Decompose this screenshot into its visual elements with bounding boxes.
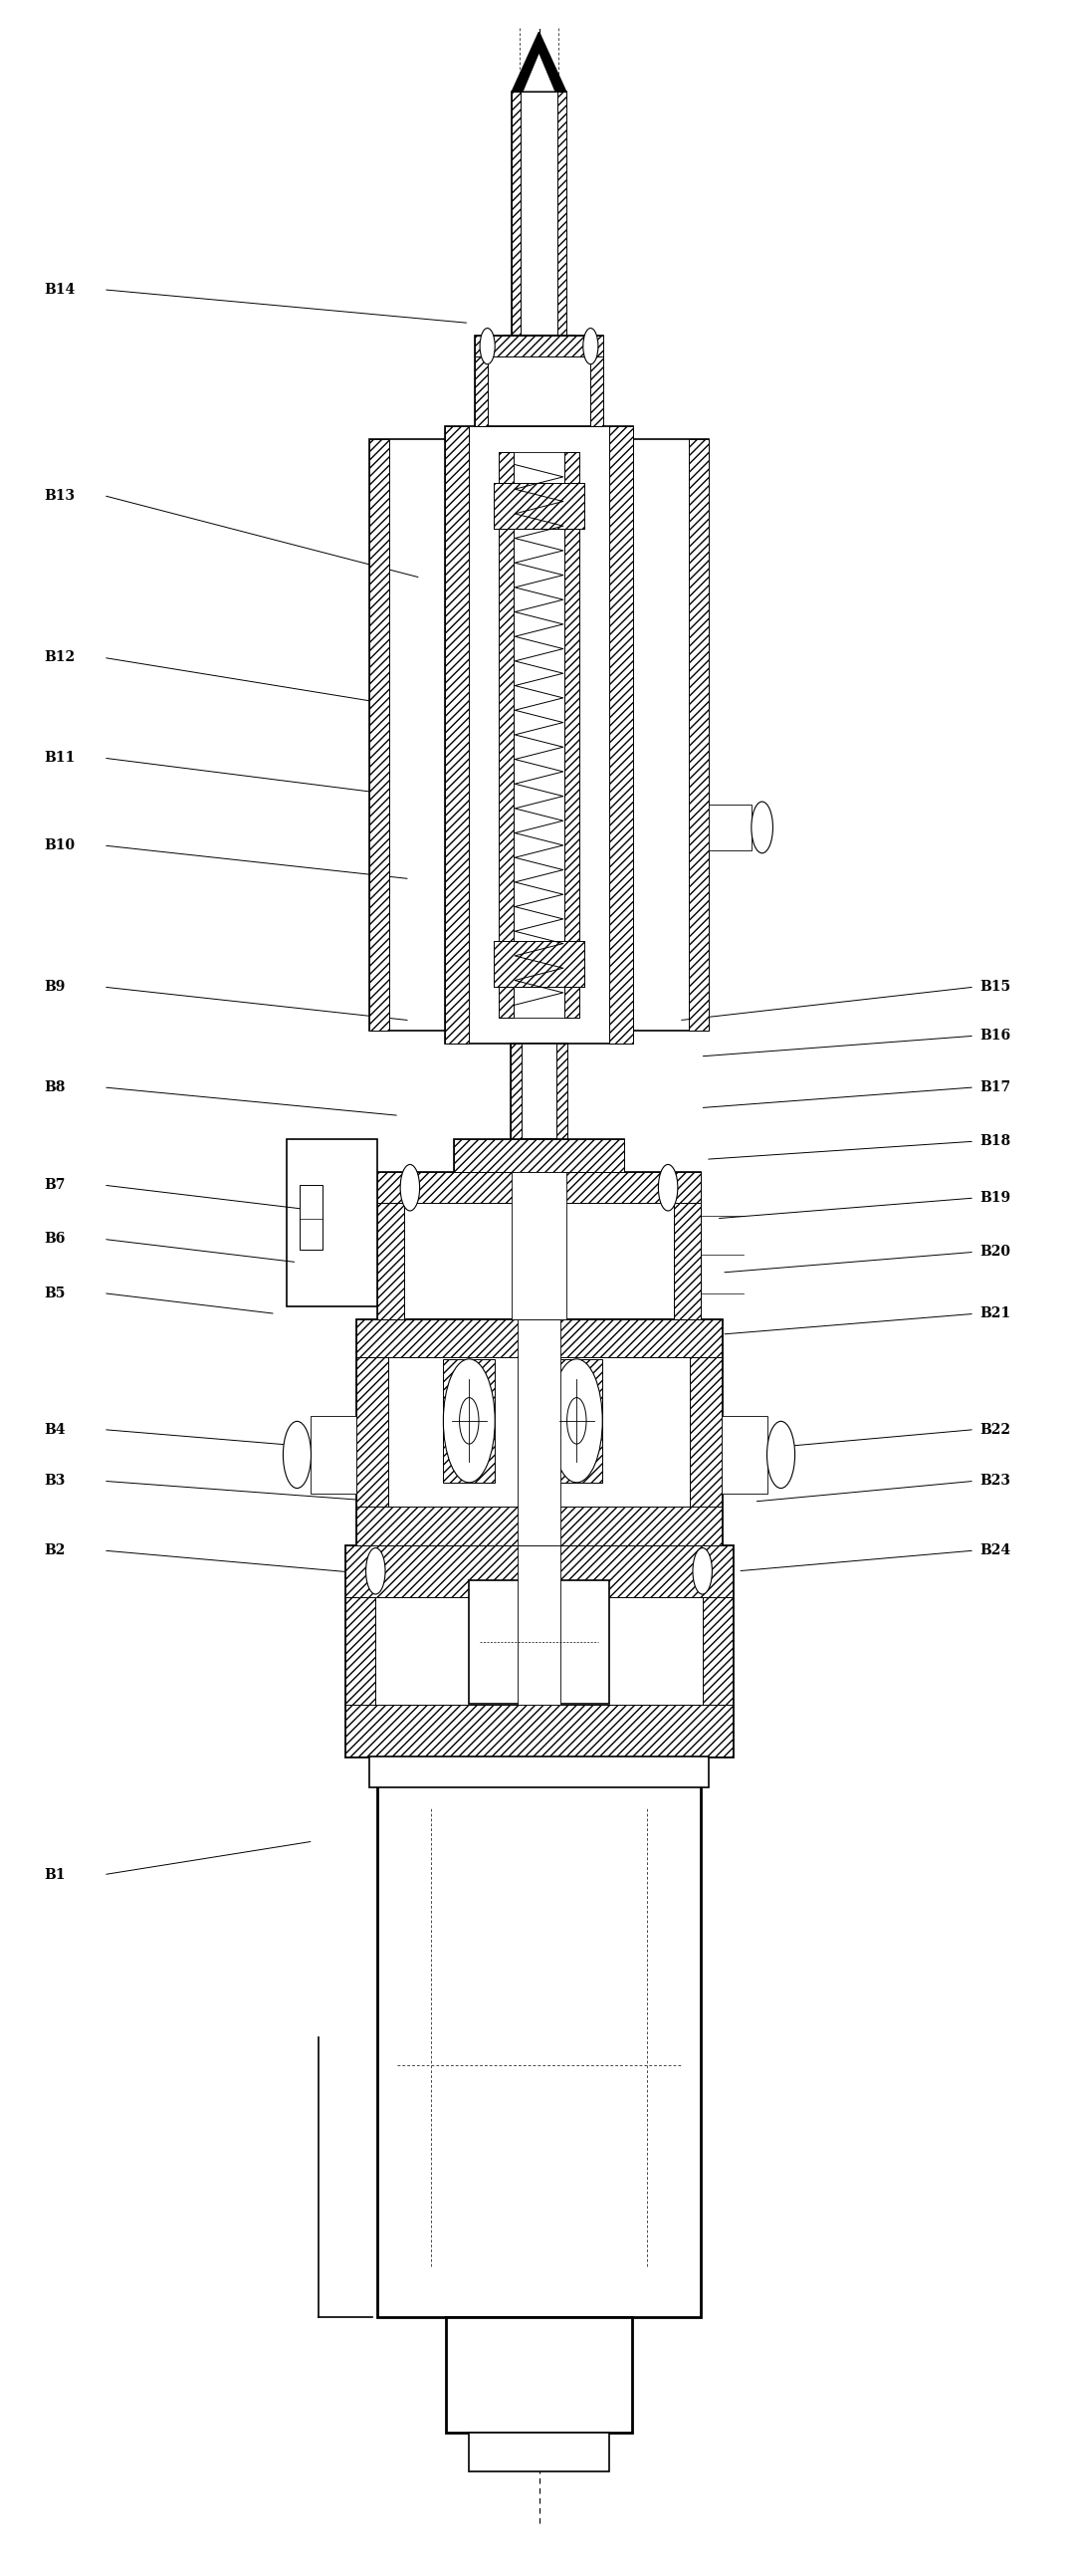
Polygon shape [443, 1360, 495, 1484]
Bar [369, 1757, 709, 1788]
Polygon shape [567, 335, 575, 366]
Bar [708, 804, 751, 850]
Text: B20: B20 [980, 1244, 1011, 1260]
Polygon shape [703, 1566, 733, 1736]
Polygon shape [454, 1139, 624, 1172]
Bar [356, 1319, 722, 1546]
Text: B1: B1 [44, 1868, 66, 1880]
Circle shape [443, 1360, 495, 1484]
Bar [494, 940, 584, 987]
Text: B3: B3 [44, 1473, 66, 1489]
Text: B12: B12 [44, 652, 75, 665]
Polygon shape [445, 425, 469, 1043]
Text: B15: B15 [980, 979, 1011, 994]
Bar [377, 1172, 701, 1319]
Circle shape [400, 1164, 419, 1211]
Bar [345, 1546, 733, 1757]
Polygon shape [494, 940, 584, 987]
Circle shape [751, 801, 773, 853]
Polygon shape [674, 1172, 701, 1319]
Circle shape [551, 1360, 603, 1484]
Text: B8: B8 [44, 1079, 66, 1095]
Text: B22: B22 [980, 1422, 1011, 1437]
Text: B2: B2 [44, 1543, 66, 1558]
Bar [499, 451, 579, 1018]
Text: B21: B21 [980, 1306, 1011, 1321]
Polygon shape [345, 1566, 375, 1736]
Bar [469, 2434, 609, 2473]
Bar [494, 482, 584, 528]
Polygon shape [564, 451, 579, 1018]
Polygon shape [512, 90, 521, 335]
Polygon shape [370, 438, 389, 1030]
Polygon shape [356, 1319, 722, 1358]
Polygon shape [690, 1319, 722, 1546]
Bar [517, 1319, 561, 1546]
Polygon shape [356, 1319, 388, 1546]
Circle shape [480, 327, 495, 363]
Text: B17: B17 [980, 1079, 1011, 1095]
Text: B16: B16 [980, 1028, 1011, 1043]
Polygon shape [551, 1360, 603, 1484]
Text: B7: B7 [44, 1177, 66, 1193]
Bar [512, 90, 566, 335]
Text: B23: B23 [980, 1473, 1011, 1489]
Bar [445, 425, 633, 1043]
Bar [474, 335, 604, 425]
Text: B13: B13 [44, 489, 75, 502]
Polygon shape [591, 335, 604, 425]
Polygon shape [474, 335, 487, 425]
Bar [287, 1139, 377, 1306]
Bar [445, 2318, 633, 2434]
Polygon shape [556, 1043, 567, 1139]
Circle shape [567, 1399, 586, 1445]
Polygon shape [345, 1546, 733, 1597]
Polygon shape [474, 335, 604, 355]
Text: B19: B19 [980, 1190, 1011, 1206]
Bar [300, 1185, 323, 1249]
Circle shape [459, 1399, 479, 1445]
Bar [312, 1417, 356, 1494]
Circle shape [693, 1548, 713, 1595]
Polygon shape [345, 1705, 733, 1757]
Text: B14: B14 [44, 283, 75, 296]
Text: B11: B11 [44, 752, 75, 765]
Polygon shape [609, 425, 633, 1043]
Text: B24: B24 [980, 1543, 1011, 1558]
Bar [722, 1417, 766, 1494]
Circle shape [766, 1422, 794, 1489]
Circle shape [659, 1164, 678, 1211]
Polygon shape [377, 1172, 701, 1203]
Circle shape [284, 1422, 312, 1489]
Polygon shape [689, 438, 708, 1030]
Polygon shape [494, 482, 584, 528]
Bar [469, 1579, 609, 1703]
Circle shape [583, 327, 598, 363]
Bar [517, 1546, 561, 1705]
Text: B18: B18 [980, 1133, 1011, 1149]
Bar [512, 1172, 566, 1319]
Polygon shape [523, 54, 555, 90]
Text: B5: B5 [44, 1285, 66, 1301]
Polygon shape [503, 335, 511, 366]
Text: B10: B10 [44, 837, 75, 853]
Polygon shape [511, 1043, 522, 1139]
Text: B9: B9 [44, 979, 66, 994]
Polygon shape [499, 451, 514, 1018]
Bar [454, 1139, 624, 1172]
Polygon shape [512, 33, 566, 90]
Polygon shape [377, 1172, 404, 1319]
Polygon shape [356, 1507, 722, 1546]
Polygon shape [557, 90, 566, 335]
Bar [370, 438, 445, 1030]
Circle shape [365, 1548, 385, 1595]
Bar [377, 1757, 701, 2318]
Text: B4: B4 [44, 1422, 66, 1437]
Bar [511, 1043, 567, 1139]
Text: B6: B6 [44, 1231, 66, 1247]
Bar [503, 335, 575, 366]
Bar [633, 438, 708, 1030]
